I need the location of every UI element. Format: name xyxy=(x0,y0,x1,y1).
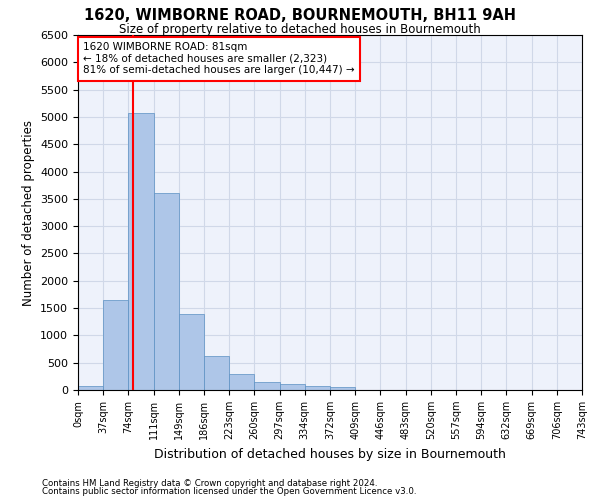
Bar xyxy=(179,314,204,390)
Bar xyxy=(128,113,154,390)
Bar xyxy=(154,194,179,390)
Bar xyxy=(229,374,254,390)
Text: 1620, WIMBORNE ROAD, BOURNEMOUTH, BH11 9AH: 1620, WIMBORNE ROAD, BOURNEMOUTH, BH11 9… xyxy=(84,8,516,22)
Bar xyxy=(103,300,128,390)
Bar xyxy=(204,356,229,390)
Bar xyxy=(330,387,355,390)
Text: Contains public sector information licensed under the Open Government Licence v3: Contains public sector information licen… xyxy=(42,487,416,496)
Bar xyxy=(305,386,330,390)
Bar xyxy=(78,386,103,390)
Text: Size of property relative to detached houses in Bournemouth: Size of property relative to detached ho… xyxy=(119,22,481,36)
Bar xyxy=(254,382,280,390)
Text: Contains HM Land Registry data © Crown copyright and database right 2024.: Contains HM Land Registry data © Crown c… xyxy=(42,478,377,488)
Text: 1620 WIMBORNE ROAD: 81sqm
← 18% of detached houses are smaller (2,323)
81% of se: 1620 WIMBORNE ROAD: 81sqm ← 18% of detac… xyxy=(83,42,355,76)
Bar xyxy=(280,384,305,390)
X-axis label: Distribution of detached houses by size in Bournemouth: Distribution of detached houses by size … xyxy=(154,448,506,460)
Y-axis label: Number of detached properties: Number of detached properties xyxy=(22,120,35,306)
